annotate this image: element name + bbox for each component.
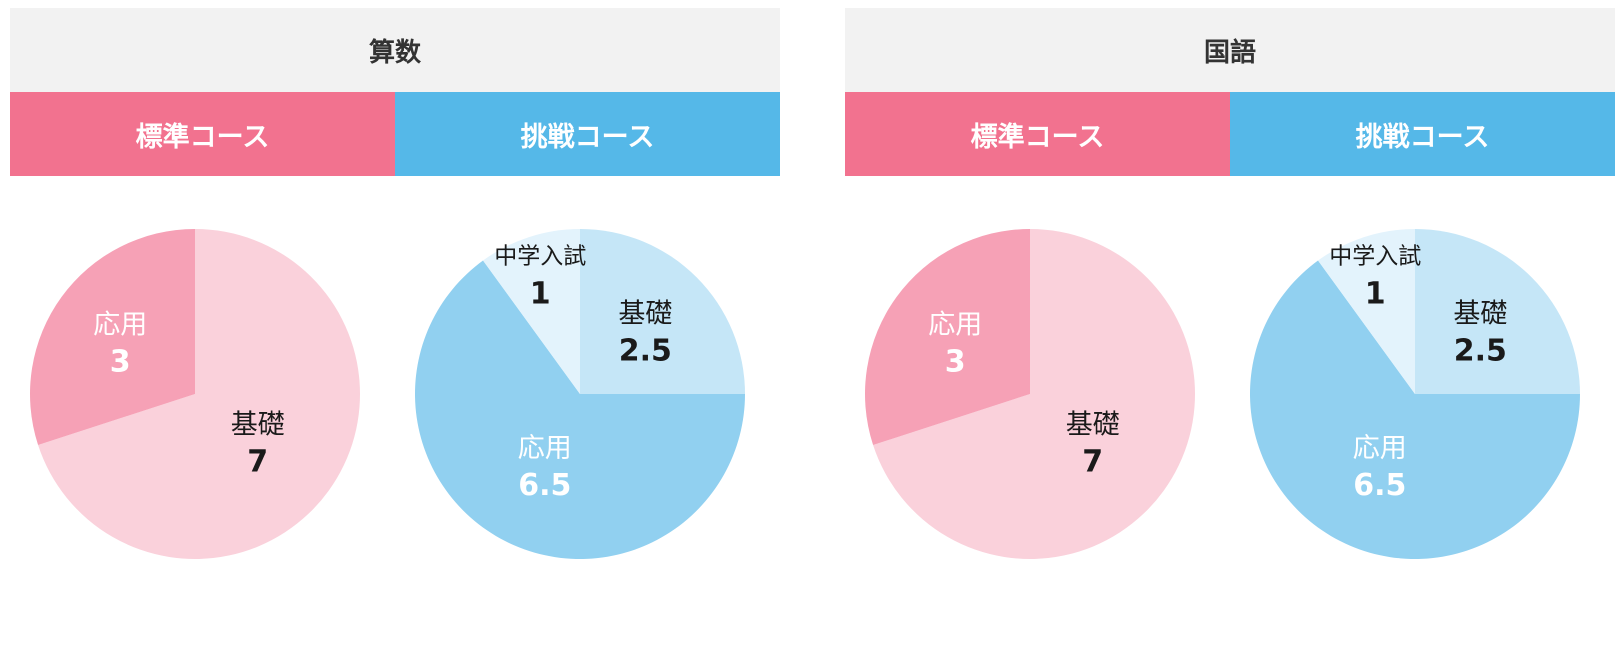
slice-label: 応用 — [518, 433, 572, 464]
course-tabs: 標準コース 挑戦コース — [10, 92, 780, 176]
pie-slice — [1415, 229, 1580, 394]
slice-value: 7 — [1082, 445, 1103, 480]
pie-area: 基礎 7 応用 3 基礎 2.5 応用 6.5 中学入試 1 — [10, 176, 780, 576]
slice-value: 2.5 — [1454, 334, 1507, 369]
tab-challenge-course[interactable]: 挑戦コース — [395, 92, 780, 176]
subject-title: 国語 — [845, 8, 1615, 92]
pie-slice — [29, 229, 196, 445]
slice-label: 応用 — [1353, 433, 1407, 464]
subject-panel-japanese: 国語 標準コース 挑戦コース 基礎 7 応用 3 基礎 2.5 応用 6.5 中学入試 1 — [845, 8, 1615, 576]
tab-standard-course[interactable]: 標準コース — [10, 92, 395, 176]
tab-standard-course[interactable]: 標準コース — [845, 92, 1230, 176]
slice-label: 基礎 — [618, 299, 672, 330]
pie-slice — [873, 229, 1195, 559]
slice-value: 1 — [530, 277, 551, 312]
slice-value: 3 — [945, 345, 966, 380]
slice-label: 中学入試 — [494, 244, 586, 270]
slice-value: 6.5 — [518, 468, 571, 503]
slice-label: 基礎 — [1066, 410, 1120, 441]
slice-label: 応用 — [93, 310, 147, 341]
tab-challenge-course[interactable]: 挑戦コース — [1230, 92, 1615, 176]
slice-label: 基礎 — [231, 410, 285, 441]
pie-slice — [1318, 229, 1415, 394]
pie-chart-math-standard: 基礎 7 応用 3 — [29, 229, 360, 559]
pie-slice — [580, 229, 745, 394]
subject-title: 算数 — [10, 8, 780, 92]
slice-value: 3 — [110, 345, 131, 380]
pie-chart-japanese-standard: 基礎 7 応用 3 — [865, 229, 1195, 559]
slice-value: 1 — [1365, 277, 1386, 312]
slice-label: 応用 — [928, 310, 982, 341]
course-tabs: 標準コース 挑戦コース — [845, 92, 1615, 176]
pie-slice — [865, 229, 1030, 445]
pie-slice — [1250, 260, 1580, 559]
slice-label: 中学入試 — [1329, 244, 1421, 270]
slice-value: 7 — [247, 445, 268, 480]
pie-slice — [414, 260, 745, 559]
pie-area: 基礎 7 応用 3 基礎 2.5 応用 6.5 中学入試 1 — [845, 176, 1615, 576]
subject-panel-math: 算数 標準コース 挑戦コース 基礎 7 応用 3 基礎 2.5 応用 6.5 中学入試 1 — [10, 8, 780, 576]
pie-slice — [483, 229, 580, 394]
pie-slice — [38, 229, 360, 559]
pie-chart-math-challenge: 基礎 2.5 応用 6.5 中学入試 1 — [414, 229, 745, 559]
slice-value: 2.5 — [619, 334, 672, 369]
slice-value: 6.5 — [1353, 468, 1406, 503]
pie-chart-japanese-challenge: 基礎 2.5 応用 6.5 中学入試 1 — [1250, 229, 1580, 559]
slice-label: 基礎 — [1453, 299, 1507, 330]
